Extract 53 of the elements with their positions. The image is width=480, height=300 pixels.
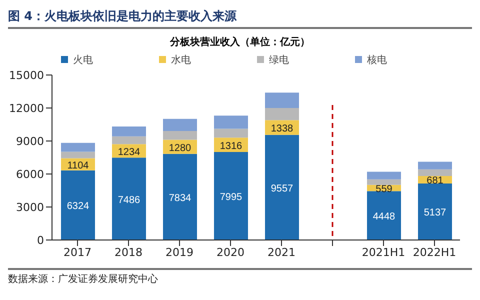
bar bbox=[214, 128, 248, 138]
bar bbox=[163, 118, 197, 131]
x-tick-label: 2021 bbox=[268, 246, 296, 259]
data-label: 7834 bbox=[168, 192, 192, 204]
legend-label: 核电 bbox=[366, 54, 387, 67]
source-note: 数据来源：广发证券发展研究中心 bbox=[8, 272, 159, 286]
bar bbox=[265, 134, 299, 240]
y-tick-label: 6000 bbox=[16, 168, 44, 181]
bar bbox=[265, 92, 299, 108]
legend-label: 火电 bbox=[72, 54, 93, 67]
y-tick-label: 0 bbox=[37, 234, 44, 247]
data-label: 4448 bbox=[372, 212, 396, 223]
data-label: 1280 bbox=[168, 142, 192, 154]
bar bbox=[61, 170, 95, 240]
bar bbox=[112, 158, 146, 240]
data-label: 1234 bbox=[118, 146, 141, 158]
data-label: 9557 bbox=[270, 183, 294, 194]
x-tick-label: 2021H1 bbox=[362, 246, 406, 259]
bar bbox=[418, 183, 452, 240]
bar bbox=[367, 172, 401, 180]
x-tick-label: 2018 bbox=[114, 246, 142, 259]
bar bbox=[418, 169, 452, 176]
x-tick-label: 2019 bbox=[166, 246, 194, 259]
bar bbox=[163, 130, 197, 140]
bar bbox=[418, 162, 452, 170]
x-tick-label: 2020 bbox=[216, 246, 244, 259]
data-label: 1338 bbox=[270, 124, 294, 135]
legend-label: 水电 bbox=[170, 54, 191, 67]
bar bbox=[214, 116, 248, 129]
x-tick-label: 2017 bbox=[64, 246, 92, 259]
bar bbox=[214, 152, 248, 240]
y-tick-label: 3000 bbox=[16, 200, 44, 214]
bar bbox=[112, 136, 146, 144]
bar bbox=[61, 142, 95, 152]
data-label: 7486 bbox=[118, 194, 141, 206]
x-tick-label: 2022H1 bbox=[412, 246, 456, 259]
y-tick-label: 12000 bbox=[9, 102, 44, 115]
y-tick-label: 9000 bbox=[16, 134, 44, 148]
data-label: 5137 bbox=[424, 208, 447, 219]
bar bbox=[367, 191, 401, 240]
y-tick-label: 15000 bbox=[9, 68, 44, 82]
chart-subtitle: 分板块营业收入（单位：亿元） bbox=[168, 36, 311, 49]
data-label: 1316 bbox=[220, 140, 243, 152]
bar bbox=[61, 152, 95, 158]
data-label: 7995 bbox=[220, 192, 243, 204]
bar bbox=[163, 154, 197, 240]
chart-title: 图 4：火电板块依旧是电力的主要收入来源 bbox=[8, 8, 472, 29]
data-label: 6324 bbox=[66, 201, 90, 212]
legend-label: 绿电 bbox=[268, 54, 289, 67]
bar bbox=[265, 108, 299, 120]
bar bbox=[367, 179, 401, 185]
bar bbox=[112, 126, 146, 136]
data-label: 1104 bbox=[67, 160, 90, 172]
